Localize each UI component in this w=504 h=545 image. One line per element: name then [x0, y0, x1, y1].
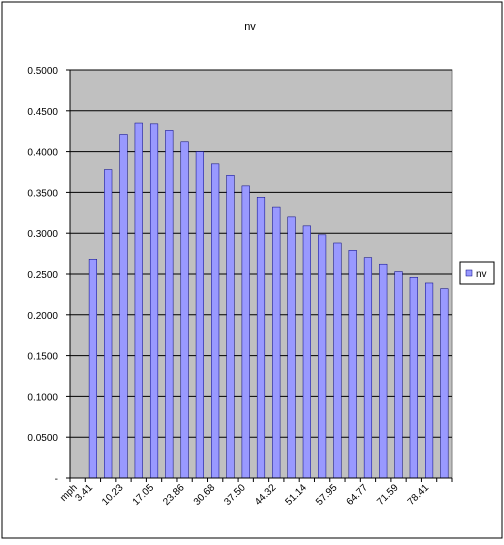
bar	[409, 277, 418, 479]
legend: nv	[459, 261, 495, 285]
bar	[104, 169, 113, 479]
y-tick-label: 0.2500	[27, 270, 58, 281]
legend-label: nv	[476, 269, 487, 280]
bar	[272, 206, 281, 479]
bar	[165, 130, 174, 479]
bar	[333, 242, 342, 479]
bar	[226, 175, 235, 479]
y-tick-label: 0.0500	[27, 433, 58, 444]
bar	[440, 288, 449, 479]
bar	[348, 250, 357, 479]
y-tick-label: 0.5000	[27, 66, 58, 77]
y-tick-label: 0.3000	[27, 229, 58, 240]
y-tick-label: 0.4000	[27, 148, 58, 159]
y-tick-label: -	[55, 474, 58, 485]
y-axis-group: - 0.0500 0.1000 0.1500 0.2000 0.2500 0.3000 0.3…	[27, 66, 71, 485]
bar	[318, 234, 327, 479]
bars-group	[88, 122, 449, 479]
chart-title: nv	[244, 21, 256, 33]
y-tick-label: 0.4500	[27, 107, 58, 118]
bar	[195, 151, 204, 479]
bar	[149, 123, 159, 479]
legend-box	[459, 261, 495, 285]
bar	[394, 271, 403, 479]
bar	[134, 122, 143, 479]
bar	[379, 263, 388, 479]
bar	[425, 282, 434, 479]
bar	[88, 259, 97, 479]
bar	[241, 185, 250, 479]
y-tick-label: 0.1000	[27, 392, 58, 403]
y-tick-label: 0.2000	[27, 311, 58, 322]
legend-swatch	[465, 269, 473, 277]
bar	[119, 134, 128, 479]
bar	[180, 141, 189, 479]
bar	[302, 225, 311, 479]
bar	[287, 216, 296, 479]
y-tick-label: 0.3500	[27, 188, 58, 199]
bar	[256, 197, 266, 479]
bar	[363, 257, 373, 479]
y-tick-label: 0.1500	[27, 352, 58, 363]
bar	[211, 163, 220, 479]
